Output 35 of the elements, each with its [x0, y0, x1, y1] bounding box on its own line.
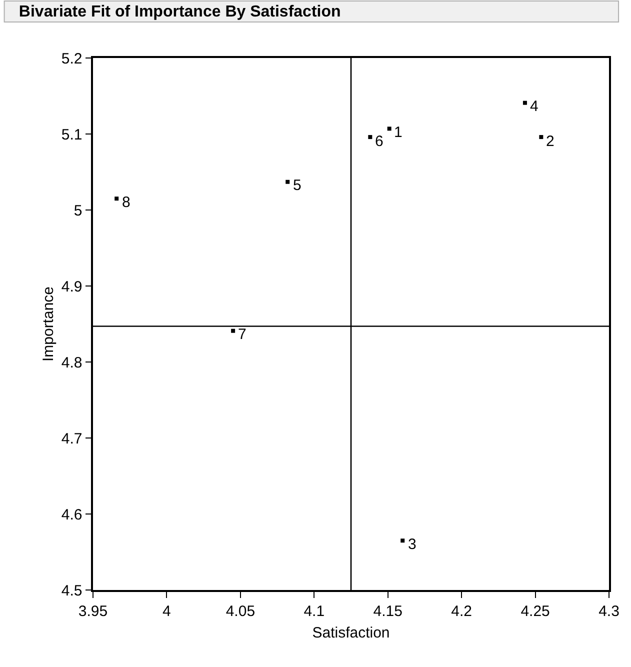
- x-tick-label: 4.2: [451, 602, 472, 620]
- x-tick-label: 4.25: [520, 602, 550, 620]
- point: [539, 135, 544, 140]
- y-tick-label: 4.6: [61, 506, 82, 524]
- annotation: 7: [238, 326, 246, 343]
- y-tick-label: 5.1: [61, 126, 82, 144]
- point: [231, 328, 236, 333]
- x-tick-label: 4.1: [304, 602, 325, 620]
- annotation: 1: [394, 124, 402, 141]
- y-tick-label: 4.7: [61, 430, 82, 448]
- x-tick-label: 3.95: [78, 602, 108, 620]
- x-axis-title: Satisfaction: [312, 624, 390, 642]
- point: [387, 126, 392, 131]
- annotation: 2: [546, 133, 554, 150]
- point: [400, 538, 405, 543]
- y-tick-label: 4.9: [61, 278, 82, 296]
- annotation: 3: [408, 536, 416, 553]
- annotation: 8: [122, 194, 130, 211]
- chart-title: Bivariate Fit of Importance By Satisfaction: [18, 4, 341, 21]
- x-tick-label: 4.15: [373, 602, 402, 620]
- x-tick-label: 4.05: [226, 602, 256, 620]
- y-tick-label: 4.8: [61, 354, 82, 372]
- x-tick-label: 4.3: [598, 602, 620, 620]
- point: [522, 100, 527, 105]
- y-tick-label: 5: [74, 202, 82, 220]
- y-axis-title: Importance: [40, 286, 58, 362]
- annotation: 4: [530, 98, 538, 115]
- annotation: 5: [293, 177, 302, 194]
- point: [114, 196, 119, 201]
- x-tick-label: 4: [162, 602, 171, 620]
- y-tick-label: 5.2: [61, 50, 82, 68]
- annotation: 6: [375, 133, 384, 150]
- point: [368, 135, 372, 140]
- y-tick-label: 4.5: [61, 582, 82, 600]
- point: [286, 180, 290, 184]
